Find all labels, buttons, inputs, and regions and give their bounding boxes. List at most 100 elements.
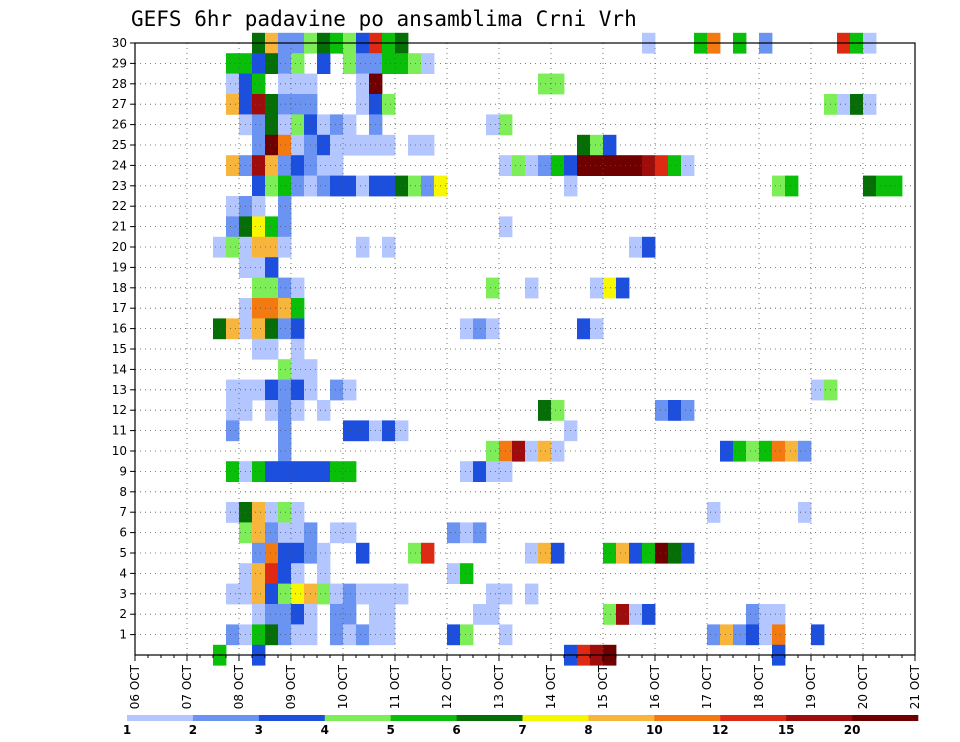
heatmap-cell bbox=[538, 73, 552, 95]
x-axis-ticks: 06 OCT 07 OCT 08 OCT 09 OCT 10 OCT 11 OCT 12 O… bbox=[128, 655, 922, 709]
y-tick-label: 15 bbox=[112, 342, 127, 356]
heatmap-cell bbox=[473, 522, 487, 544]
heatmap-cell bbox=[278, 196, 292, 217]
heatmap-cell bbox=[278, 542, 292, 564]
heatmap-cell bbox=[278, 298, 292, 319]
heatmap-cell bbox=[252, 196, 266, 217]
x-tick-label: 10 OCT bbox=[336, 664, 350, 709]
heatmap-cell bbox=[486, 440, 500, 462]
heatmap-cell bbox=[772, 604, 786, 625]
heatmap-cell bbox=[590, 277, 604, 299]
heatmap-cell bbox=[278, 53, 292, 74]
heatmap-cell bbox=[278, 318, 292, 340]
color-legend-swatch bbox=[192, 715, 260, 721]
heatmap-cell bbox=[291, 502, 305, 523]
heatmap-cell bbox=[460, 624, 474, 646]
heatmap-cell bbox=[590, 134, 604, 156]
heatmap-cell bbox=[356, 624, 370, 646]
heatmap-cell bbox=[720, 440, 734, 462]
heatmap-cell bbox=[746, 624, 760, 646]
heatmap-cell bbox=[252, 236, 266, 258]
heatmap-cell bbox=[291, 338, 305, 360]
gridlines bbox=[134, 42, 916, 655]
heatmap-cell bbox=[837, 94, 851, 115]
heatmap-cell bbox=[291, 563, 305, 584]
heatmap-cell bbox=[382, 624, 396, 646]
heatmap-cell bbox=[226, 94, 240, 115]
y-tick-label: 18 bbox=[112, 281, 127, 295]
heatmap-cell bbox=[746, 604, 760, 625]
heatmap-cell bbox=[382, 53, 396, 74]
color-legend-swatch bbox=[720, 715, 787, 721]
heatmap-cell bbox=[330, 461, 344, 482]
heatmap-cell bbox=[252, 175, 266, 197]
heatmap-cell bbox=[642, 604, 656, 625]
heatmap-cell bbox=[408, 134, 422, 156]
heatmap-cell bbox=[668, 542, 682, 564]
y-tick-label: 20 bbox=[112, 240, 127, 254]
x-tick-label: 17 OCT bbox=[700, 664, 714, 709]
heatmap-cell bbox=[356, 420, 370, 442]
color-legend-swatch bbox=[852, 715, 919, 721]
heatmap-cell bbox=[343, 522, 357, 544]
y-tick-label: 10 bbox=[112, 444, 127, 458]
heatmap-cell bbox=[265, 563, 279, 584]
heatmap-cell bbox=[668, 155, 682, 176]
heatmap-cell bbox=[226, 420, 240, 442]
heatmap-cell bbox=[551, 400, 565, 421]
x-tick-label: 13 OCT bbox=[492, 664, 506, 709]
y-tick-label: 30 bbox=[112, 36, 127, 50]
heatmap-cell bbox=[252, 338, 266, 360]
heatmap-cell bbox=[265, 94, 279, 115]
color-legend-label: 20 bbox=[844, 723, 861, 737]
heatmap-cell bbox=[252, 624, 266, 646]
y-tick-label: 16 bbox=[112, 322, 127, 336]
heatmap-cell bbox=[473, 604, 487, 625]
heatmap-cell bbox=[330, 379, 344, 401]
heatmap-cell bbox=[226, 583, 240, 605]
heatmap-cell bbox=[707, 624, 721, 646]
heatmap-cell bbox=[356, 583, 370, 605]
color-legend-swatch bbox=[390, 715, 457, 721]
heatmap-cell bbox=[317, 461, 331, 482]
heatmap-cell bbox=[733, 624, 747, 646]
heatmap-cell bbox=[291, 94, 305, 115]
heatmap-cell bbox=[785, 175, 799, 197]
heatmap-cell bbox=[486, 604, 500, 625]
y-tick-label: 6 bbox=[119, 526, 127, 540]
x-tick-label: 18 OCT bbox=[752, 664, 766, 709]
heatmap-cell bbox=[603, 155, 617, 176]
heatmap-cell bbox=[265, 583, 279, 605]
heatmap-cell bbox=[278, 624, 292, 646]
heatmap-cell bbox=[226, 624, 240, 646]
heatmap-cell bbox=[226, 216, 240, 238]
heatmap-cell bbox=[616, 277, 630, 299]
y-tick-label: 14 bbox=[112, 362, 127, 376]
y-tick-label: 29 bbox=[112, 56, 127, 70]
y-tick-label: 4 bbox=[119, 566, 127, 580]
heatmap-cell bbox=[590, 155, 604, 176]
heatmap-cell bbox=[421, 542, 435, 564]
heatmap-cell bbox=[278, 134, 292, 156]
heatmap-cell bbox=[798, 440, 812, 462]
heatmap-cell bbox=[252, 318, 266, 340]
heatmap-cell bbox=[226, 155, 240, 176]
heatmap-cell bbox=[655, 155, 669, 176]
heatmap-cell bbox=[733, 440, 747, 462]
heatmap-cell bbox=[603, 604, 617, 625]
color-legend: 1 2 3 4 5 6 7 8 10 12 15 20 bbox=[123, 715, 919, 737]
color-legend-label: 1 bbox=[123, 723, 131, 737]
y-tick-label: 27 bbox=[112, 97, 127, 111]
color-legend-swatch bbox=[258, 715, 326, 721]
heatmap-cell bbox=[356, 53, 370, 74]
heatmap-cell bbox=[343, 53, 357, 74]
heatmap-cell bbox=[707, 502, 721, 523]
heatmap-cell bbox=[226, 318, 240, 340]
heatmap-cell bbox=[590, 318, 604, 340]
heatmap-cell bbox=[278, 604, 292, 625]
x-tick-label: 07 OCT bbox=[180, 664, 194, 709]
heatmap-cell bbox=[577, 155, 591, 176]
color-legend-label: 10 bbox=[646, 723, 663, 737]
heatmap-cell bbox=[551, 155, 565, 176]
y-tick-label: 12 bbox=[112, 403, 127, 417]
